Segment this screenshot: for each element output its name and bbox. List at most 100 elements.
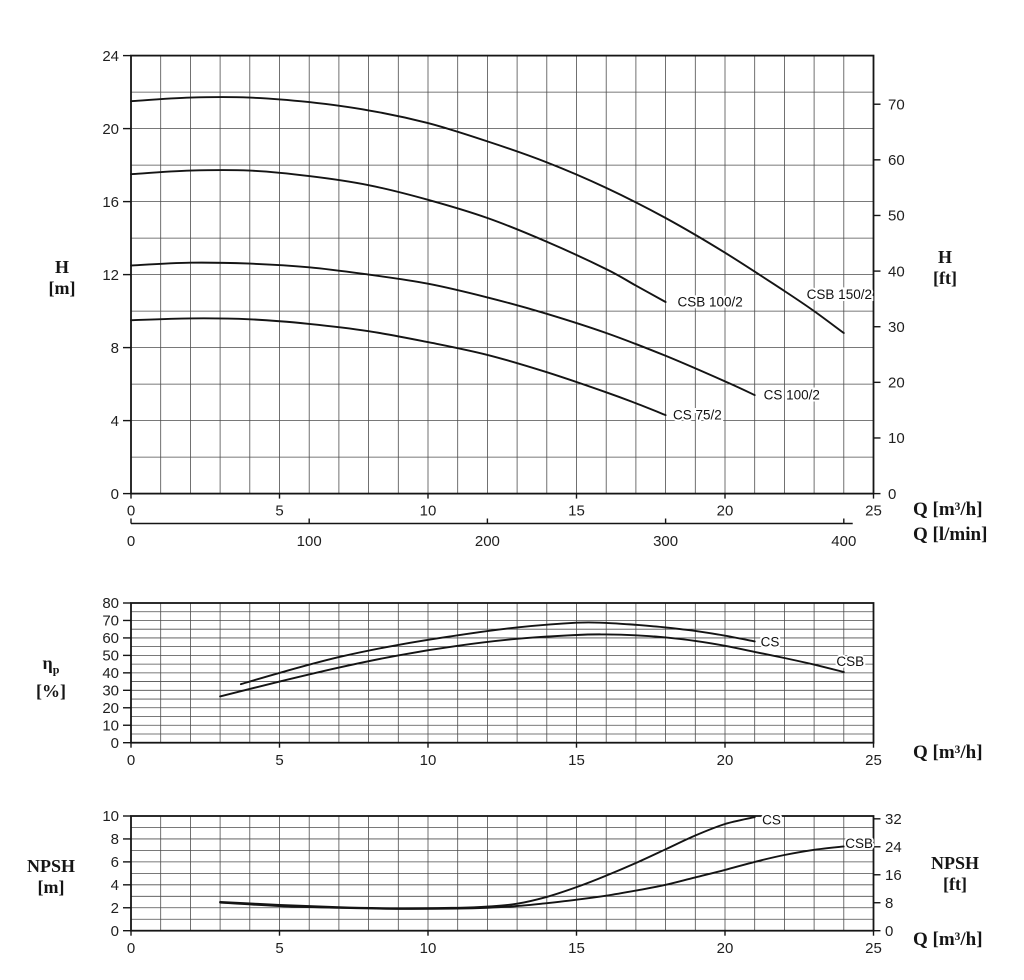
curve-csb-100-2 — [130, 169, 667, 303]
svg-text:24: 24 — [885, 839, 902, 856]
svg-text:20: 20 — [888, 375, 905, 392]
svg-text:400: 400 — [831, 533, 856, 550]
svg-text:200: 200 — [475, 533, 500, 550]
grid — [130, 602, 874, 744]
x2-axis-lmin: 0 100 200 300 400 — [127, 518, 856, 550]
svg-text:50: 50 — [888, 208, 905, 225]
svg-text:70: 70 — [102, 613, 119, 630]
x-ticks: 0 5 10 15 20 25 — [127, 930, 882, 957]
svg-text:8: 8 — [111, 340, 119, 357]
svg-text:20: 20 — [102, 121, 119, 138]
curve-csb — [219, 845, 845, 910]
svg-text:10: 10 — [420, 940, 437, 957]
svg-text:10: 10 — [102, 717, 119, 734]
svg-text:5: 5 — [275, 503, 283, 520]
svg-text:100: 100 — [297, 533, 322, 550]
grid — [130, 815, 874, 932]
svg-text:0: 0 — [127, 503, 135, 520]
svg-text:5: 5 — [275, 940, 283, 957]
svg-text:30: 30 — [888, 319, 905, 336]
svg-text:24: 24 — [102, 48, 119, 65]
svg-text:60: 60 — [102, 630, 119, 647]
svg-text:25: 25 — [865, 503, 882, 520]
curve-cs — [239, 621, 756, 686]
svg-text:0: 0 — [127, 752, 135, 769]
svg-text:0: 0 — [885, 923, 893, 940]
svg-text:80: 80 — [102, 595, 119, 612]
plot-border — [130, 815, 875, 932]
curve-label-cs: CS — [762, 813, 781, 828]
svg-text:25: 25 — [865, 940, 882, 957]
svg-text:10: 10 — [102, 808, 119, 825]
svg-text:20: 20 — [717, 940, 734, 957]
y2-ticks-ft: 0 8 16 24 32 — [873, 811, 902, 940]
y-axis-label-npsh-ft: NPSH [ft] — [930, 853, 979, 894]
curve-cs-100-2 — [130, 261, 756, 397]
y-axis-label-head-ft: H [ft] — [933, 247, 957, 288]
svg-text:20: 20 — [102, 700, 119, 717]
svg-text:8: 8 — [885, 895, 893, 912]
svg-text:10: 10 — [888, 430, 905, 447]
curve-label-csb-150-2: CSB 150/2 — [807, 287, 872, 302]
svg-text:0: 0 — [127, 940, 135, 957]
svg-text:2: 2 — [111, 900, 119, 917]
svg-text:300: 300 — [653, 533, 678, 550]
svg-text:8: 8 — [111, 831, 119, 848]
svg-text:0: 0 — [111, 486, 119, 503]
grid — [130, 55, 874, 495]
svg-text:0: 0 — [127, 533, 135, 550]
curve-cs-75-2 — [130, 317, 667, 417]
x-axis-label-flow-m3h-top: Q [m³/h] — [913, 499, 983, 520]
svg-text:16: 16 — [885, 867, 902, 884]
svg-text:16: 16 — [102, 194, 119, 211]
y-axis-label-npsh-m: NPSH [m] — [26, 856, 75, 897]
svg-text:0: 0 — [888, 486, 896, 503]
svg-text:0: 0 — [111, 923, 119, 940]
svg-text:10: 10 — [420, 752, 437, 769]
svg-text:40: 40 — [888, 263, 905, 280]
svg-text:30: 30 — [102, 683, 119, 700]
y-ticks: 0 4 8 12 16 20 24 — [102, 48, 131, 503]
svg-text:10: 10 — [420, 503, 437, 520]
curve-label-csb: CSB — [845, 836, 873, 851]
svg-text:60: 60 — [888, 152, 905, 169]
x-ticks: 0 5 10 15 20 25 — [127, 742, 882, 769]
x-ticks: 0 5 10 15 20 25 — [127, 493, 882, 520]
svg-text:4: 4 — [111, 413, 119, 430]
x-axis-label-flow-m3h-middle: Q [m³/h] — [913, 742, 983, 763]
curve-label-csb: CSB — [836, 654, 864, 669]
y-axis-label-head-m: H [m] — [48, 257, 76, 298]
y-ticks: 0 2 4 6 8 10 — [102, 808, 131, 940]
svg-text:12: 12 — [102, 267, 119, 284]
svg-text:4: 4 — [111, 877, 119, 894]
y2-ticks-ft: 0 10 20 30 40 50 60 70 — [873, 96, 905, 503]
svg-text:5: 5 — [275, 752, 283, 769]
curve-label-csb-100-2: CSB 100/2 — [677, 294, 742, 309]
svg-text:15: 15 — [568, 940, 585, 957]
svg-text:40: 40 — [102, 665, 119, 682]
x-axis-label-flow-lmin: Q [l/min] — [913, 524, 988, 545]
svg-text:25: 25 — [865, 752, 882, 769]
curve-label-cs-100-2: CS 100/2 — [764, 388, 820, 403]
curve-csb-150-2 — [130, 96, 845, 334]
svg-text:6: 6 — [111, 854, 119, 871]
y-axis-label-efficiency: ηp [%] — [36, 653, 66, 701]
svg-text:20: 20 — [717, 752, 734, 769]
svg-text:15: 15 — [568, 752, 585, 769]
curve-label-cs: CS — [761, 634, 780, 649]
svg-text:15: 15 — [568, 503, 585, 520]
curve-csb — [219, 633, 845, 698]
svg-text:20: 20 — [717, 503, 734, 520]
x-axis-label-flow-m3h-bottom: Q [m³/h] — [913, 929, 983, 950]
curve-label-cs-75-2: CS 75/2 — [673, 408, 722, 423]
svg-text:0: 0 — [111, 735, 119, 752]
svg-text:70: 70 — [888, 96, 905, 113]
chart-head-capacity: 0 4 8 12 16 20 24 0 5 10 15 20 25 0 10 20 30 40 50 60 70 0 100… — [102, 48, 904, 550]
svg-text:50: 50 — [102, 648, 119, 665]
svg-text:32: 32 — [885, 811, 902, 828]
